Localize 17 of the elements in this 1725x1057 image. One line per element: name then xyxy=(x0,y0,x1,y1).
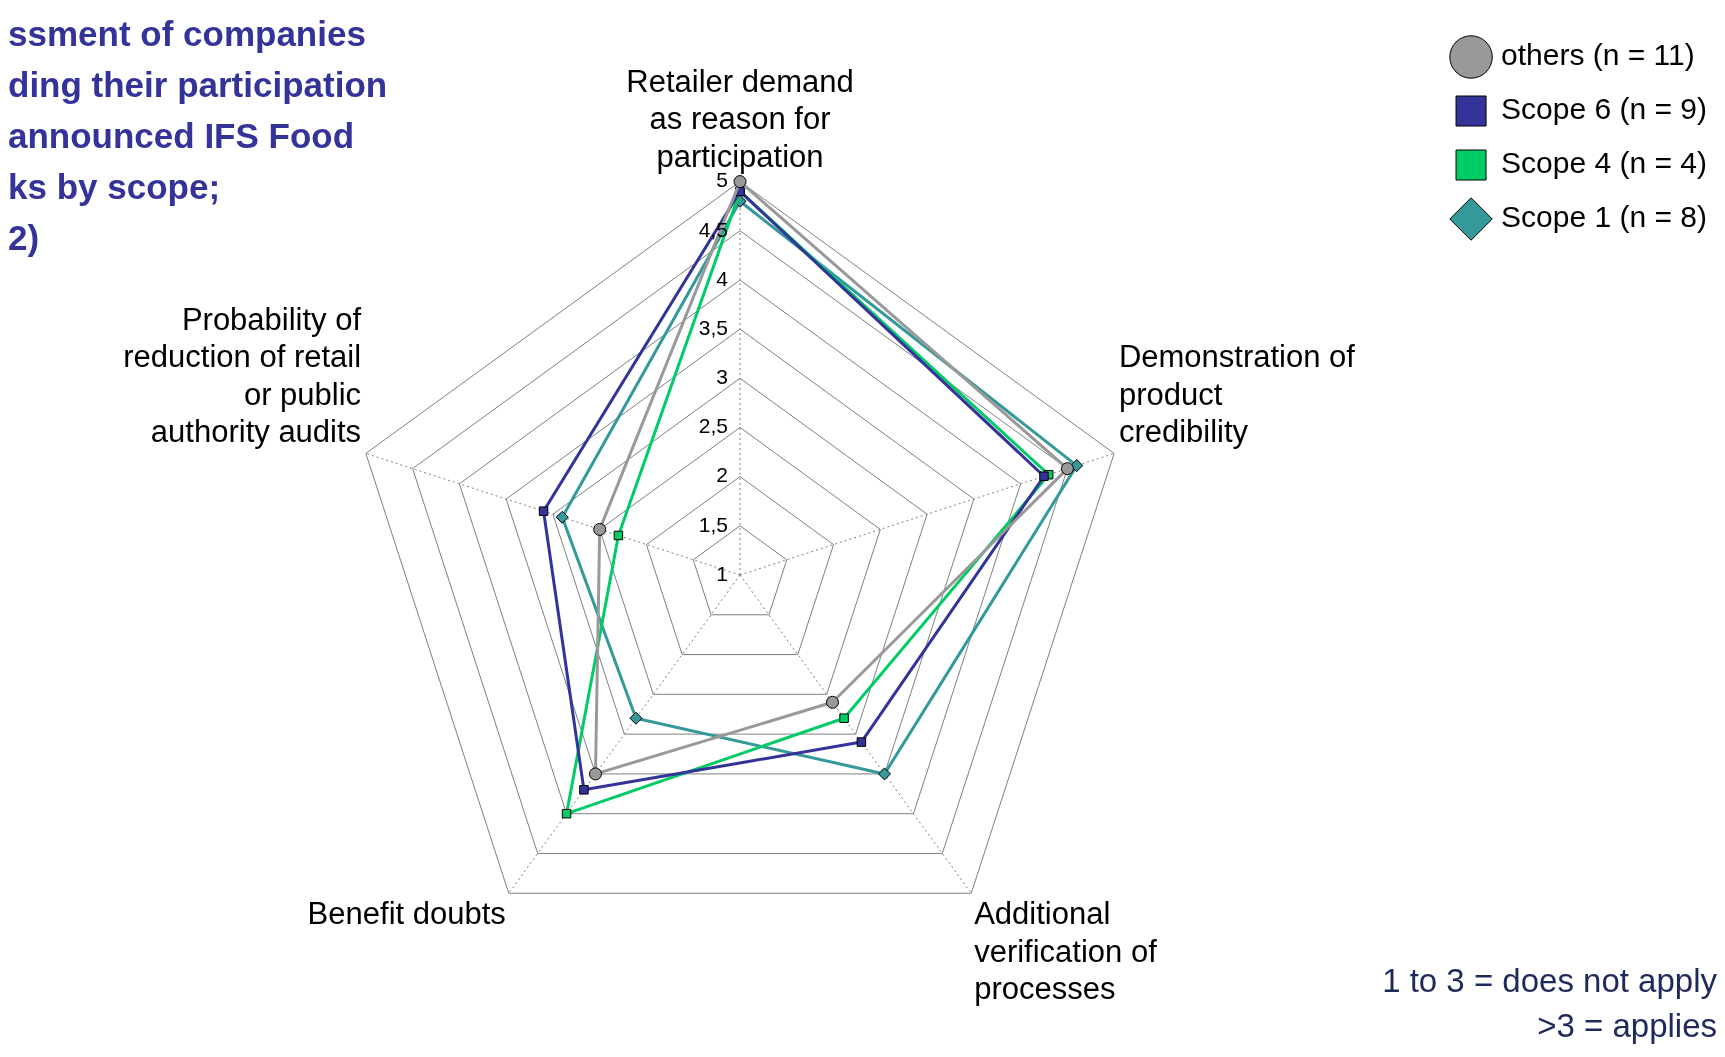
y-tick-label: 1,5 xyxy=(698,512,728,536)
y-tick-label: 3,5 xyxy=(698,315,728,339)
spoke-label: Additional verification of processes xyxy=(974,896,1158,1006)
y-tick-label: 2,5 xyxy=(698,414,728,438)
y-tick-label: 3 xyxy=(716,365,728,389)
legend-label: Scope 1 (n = 8) xyxy=(1501,200,1708,234)
legend-label: Scope 4 (n = 4) xyxy=(1501,146,1708,180)
y-tick-label: 4 xyxy=(716,266,729,290)
spoke-label: Demonstration of product credibility xyxy=(1118,339,1356,449)
spoke-label: Benefit doubts xyxy=(307,896,506,932)
legend-label: Scope 6 (n = 9) xyxy=(1501,92,1708,126)
y-tick-label: 1 xyxy=(716,561,728,585)
spoke-label: Probability of reduction of retail or public authority audits xyxy=(123,302,362,449)
y-tick-label: 2 xyxy=(716,463,728,487)
text: ssment of companies ding their participation announced IFS Food ks by scope; 2) xyxy=(8,13,388,259)
text: 1 to 3 = does not apply >3 = applies xyxy=(1382,961,1717,1046)
legend-label: others (n = 11) xyxy=(1501,38,1695,72)
